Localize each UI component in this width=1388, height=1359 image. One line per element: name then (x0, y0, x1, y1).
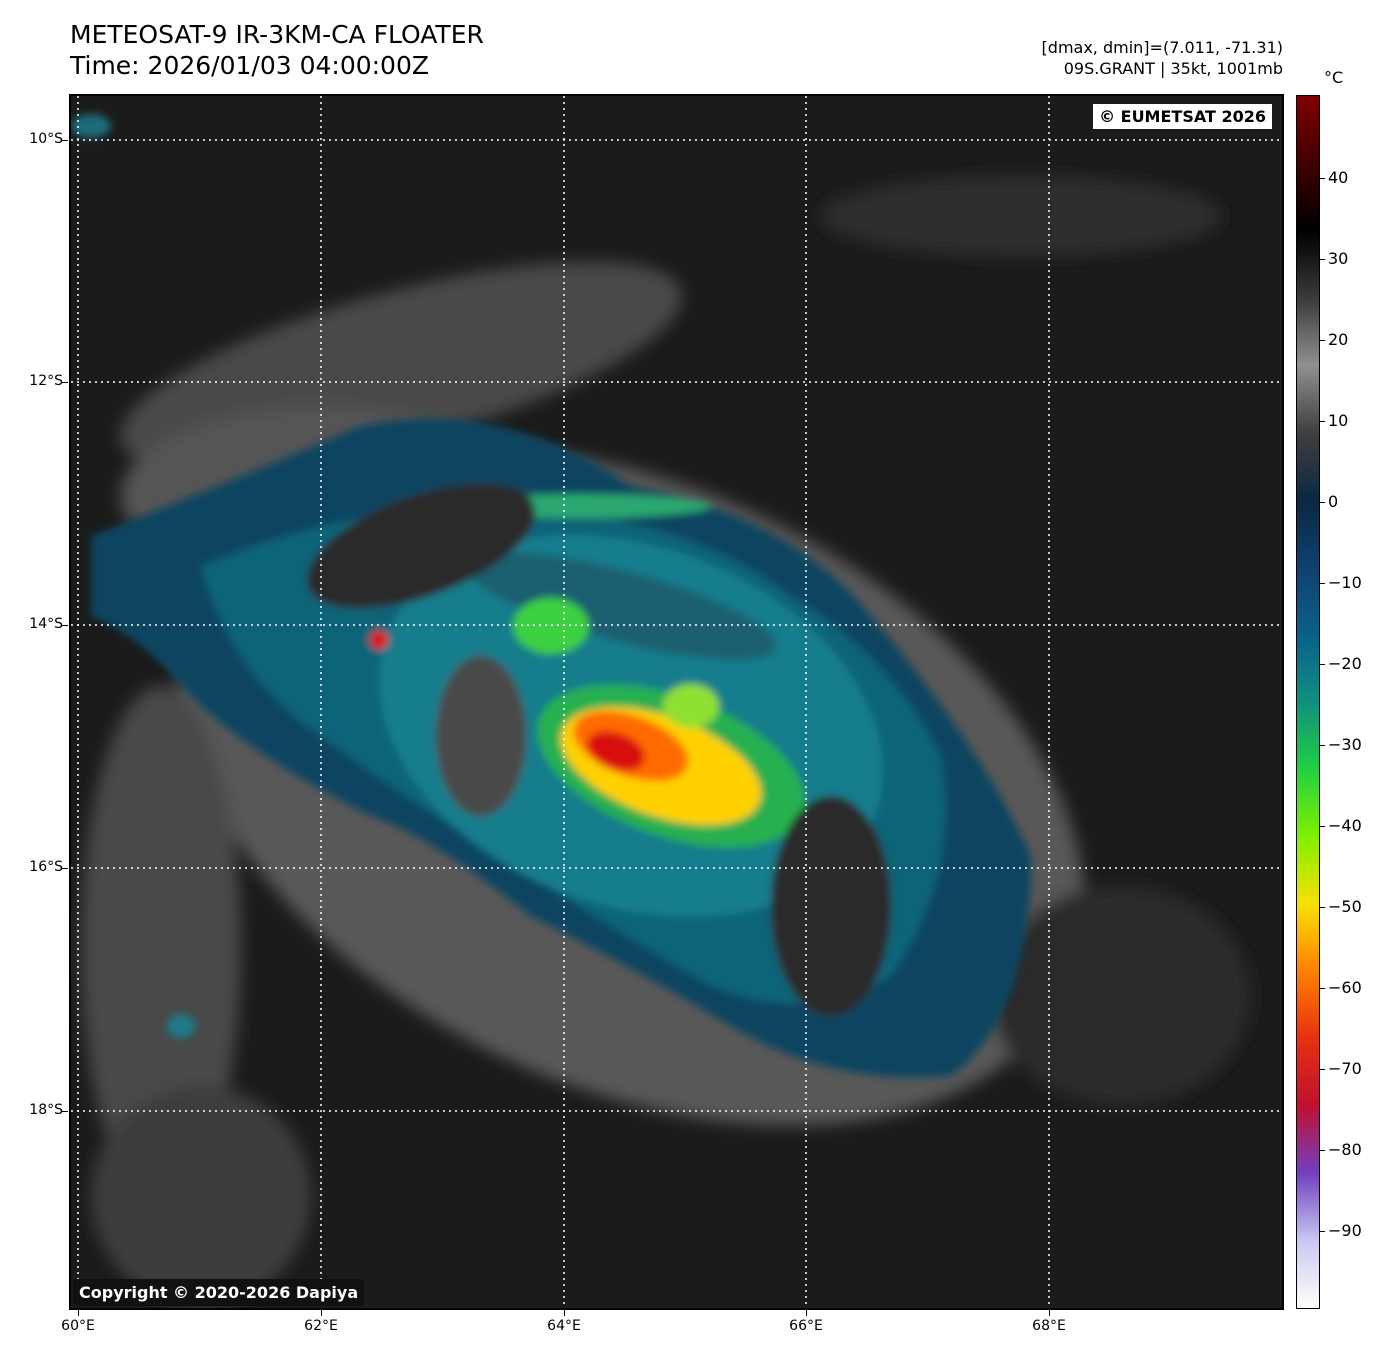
lat-label: 10°S (29, 131, 63, 147)
colorbar-tick-label: −10 (1328, 573, 1362, 592)
lat-tick (62, 625, 68, 626)
lon-tick (564, 1310, 565, 1316)
colorbar-tick-label: −30 (1328, 735, 1362, 754)
lat-tick (62, 1111, 68, 1112)
colorbar-tick (1320, 1150, 1325, 1151)
colorbar-tick (1320, 178, 1325, 179)
colorbar-tick-label: 10 (1328, 411, 1349, 430)
colorbar-tick (1320, 664, 1325, 665)
satellite-map: © EUMETSAT 2026 Copyright © 2020-2026 Da… (69, 94, 1284, 1310)
dapiya-credit: Copyright © 2020-2026 Dapiya (73, 1279, 365, 1306)
colorbar-tick (1320, 1069, 1325, 1070)
range-label: [dmax, dmin]=(7.011, -71.31) (1041, 38, 1283, 57)
lon-label: 64°E (547, 1318, 581, 1334)
lat-label: 16°S (29, 859, 63, 875)
colorbar-tick (1320, 1231, 1325, 1232)
lat-tick (62, 868, 68, 869)
eumetsat-credit: © EUMETSAT 2026 (1093, 104, 1272, 129)
graticule (71, 96, 1282, 1308)
colorbar-tick-label: −50 (1328, 897, 1362, 916)
lon-tick (321, 1310, 322, 1316)
colorbar-tick-label: 40 (1328, 168, 1349, 187)
lat-tick (62, 382, 68, 383)
lon-tick (806, 1310, 807, 1316)
colorbar-tick-label: 0 (1328, 492, 1339, 511)
lon-label: 60°E (61, 1318, 95, 1334)
colorbar-tick (1320, 745, 1325, 746)
colorbar-tick (1320, 583, 1325, 584)
lon-label: 62°E (304, 1318, 338, 1334)
time-label: Time: 2026/01/03 04:00:00Z (70, 51, 429, 80)
colorbar-tick-label: 30 (1328, 249, 1349, 268)
colorbar-tick-label: −60 (1328, 978, 1362, 997)
colorbar-tick-label: 20 (1328, 330, 1349, 349)
cold-cloud-shield (71, 114, 1031, 1078)
lon-label: 66°E (789, 1318, 823, 1334)
colorbar-tick (1320, 502, 1325, 503)
colorbar-tick-label: −20 (1328, 654, 1362, 673)
lat-label: 12°S (29, 373, 63, 389)
lon-tick (78, 1310, 79, 1316)
colorbar (1296, 95, 1320, 1309)
colorbar-tick (1320, 259, 1325, 260)
ir-imagery (71, 96, 1282, 1308)
colorbar-tick-label: −40 (1328, 816, 1362, 835)
colorbar-tick (1320, 907, 1325, 908)
lon-tick (1049, 1310, 1050, 1316)
colorbar-tick-label: −90 (1328, 1221, 1362, 1240)
colorbar-tick-label: −70 (1328, 1059, 1362, 1078)
storm-label: 09S.GRANT | 35kt, 1001mb (1063, 59, 1283, 78)
colorbar-tick (1320, 826, 1325, 827)
colorbar-tick (1320, 421, 1325, 422)
colorbar-tick (1320, 340, 1325, 341)
lat-tick (62, 140, 68, 141)
lon-label: 68°E (1032, 1318, 1066, 1334)
lat-label: 18°S (29, 1102, 63, 1118)
chart-title: METEOSAT-9 IR-3KM-CA FLOATER (70, 20, 484, 49)
lat-label: 14°S (29, 616, 63, 632)
colorbar-tick-label: −80 (1328, 1140, 1362, 1159)
colorbar-unit: °C (1324, 68, 1344, 87)
colorbar-tick (1320, 988, 1325, 989)
